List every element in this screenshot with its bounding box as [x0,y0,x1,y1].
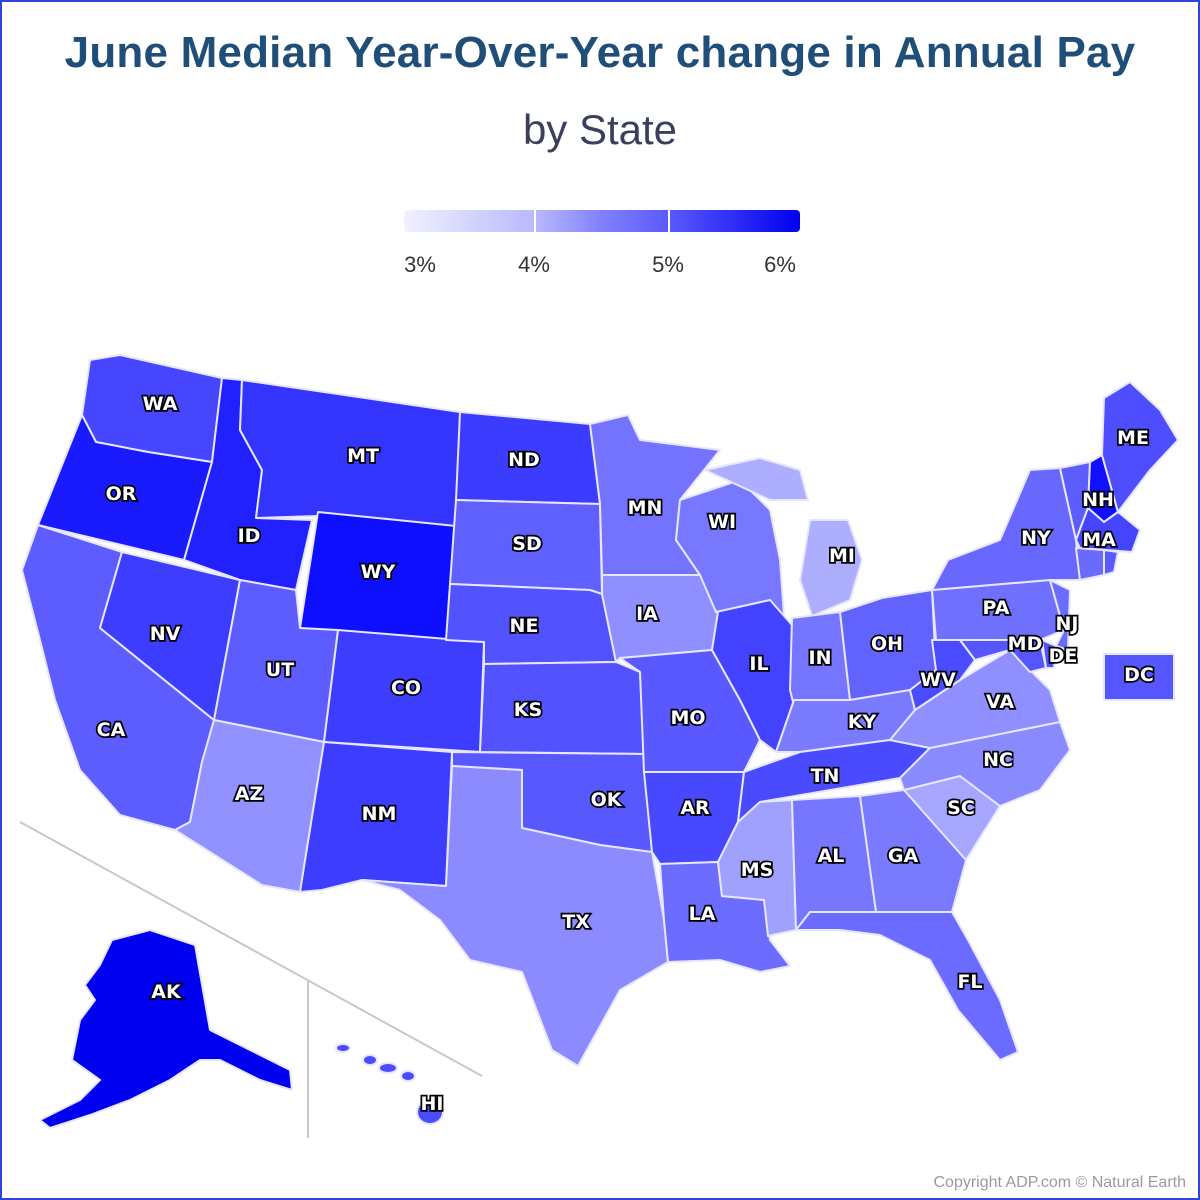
label-ND: ND [508,449,540,471]
label-LA: LA [689,903,716,925]
legend-gradient-bar [404,210,800,232]
label-AR: AR [680,797,710,819]
state-GA[interactable] [859,789,967,913]
label-NC: NC [983,749,1013,771]
label-MD: MD [1008,633,1043,655]
label-TX: TX [562,911,590,933]
label-OH: OH [871,633,903,655]
label-FL: FL [957,971,982,993]
state-FL[interactable] [795,911,1019,1061]
label-CO: CO [391,677,421,699]
legend-tick-4: 4% [518,252,550,277]
inset-divider [19,821,483,1077]
state-DC[interactable] [1103,653,1175,701]
map-title: June Median Year-Over-Year change in Ann… [64,28,1136,77]
label-DE: DE [1049,645,1078,667]
label-SC: SC [947,797,975,819]
state-HI[interactable] [335,1043,444,1125]
label-MO: MO [670,707,705,729]
map-subtitle: by State [522,106,678,153]
color-legend: 3% 4% 5% 6% [398,206,808,286]
state-RI[interactable] [1103,549,1119,576]
state-NY[interactable] [931,467,1081,591]
label-IL: IL [749,653,768,675]
label-OR: OR [106,483,137,505]
label-DC: DC [1124,664,1154,686]
label-NH: NH [1082,489,1114,511]
label-AZ: AZ [235,783,263,805]
state-NJ[interactable] [1049,579,1071,651]
state-CT[interactable] [1075,547,1105,581]
label-WV: WV [920,669,956,691]
label-TN: TN [811,765,840,787]
label-UT: UT [266,659,294,681]
label-NV: NV [150,623,181,645]
label-MS: MS [741,859,774,881]
state-MI[interactable] [799,519,863,617]
label-KS: KS [514,699,542,721]
legend-tick-3: 3% [404,252,436,277]
state-MS[interactable] [717,799,797,937]
label-PA: PA [983,597,1010,619]
legend-tick-6: 6% [764,252,796,277]
state-MD[interactable] [959,639,1047,673]
state-IA[interactable] [601,574,719,663]
label-IA: IA [636,603,658,625]
label-NJ: NJ [1056,613,1079,635]
state-KS[interactable] [479,661,645,755]
label-KY: KY [848,711,877,733]
label-NY: NY [1021,527,1051,549]
label-AK: AK [151,981,182,1003]
state-ME[interactable] [1101,381,1179,513]
state-AK[interactable] [39,929,293,1129]
label-CA: CA [97,719,126,741]
label-ID: ID [238,525,261,547]
legend-tick-5: 5% [652,252,684,277]
label-MI: MI [829,545,855,567]
label-MA: MA [1082,529,1116,551]
label-NE: NE [510,615,539,637]
label-NM: NM [362,803,397,825]
label-AL: AL [818,845,845,867]
label-WY: WY [361,561,396,583]
state-IL[interactable] [711,599,795,753]
label-WI: WI [708,511,736,533]
label-VA: VA [986,691,1014,713]
label-ME: ME [1117,427,1149,449]
label-MT: MT [347,445,379,467]
label-MN: MN [628,497,663,519]
state-MI-upper[interactable] [704,457,809,501]
legend-separator [668,210,670,232]
label-OK: OK [591,789,623,811]
label-HI: HI [421,1093,444,1115]
label-GA: GA [888,845,919,867]
state-TX[interactable] [361,765,669,1067]
label-WA: WA [143,393,178,415]
label-SD: SD [512,533,541,555]
legend-separator [534,210,536,232]
label-IN: IN [809,647,832,669]
copyright-note: Copyright ADP.com © Natural Earth [933,1174,1187,1191]
